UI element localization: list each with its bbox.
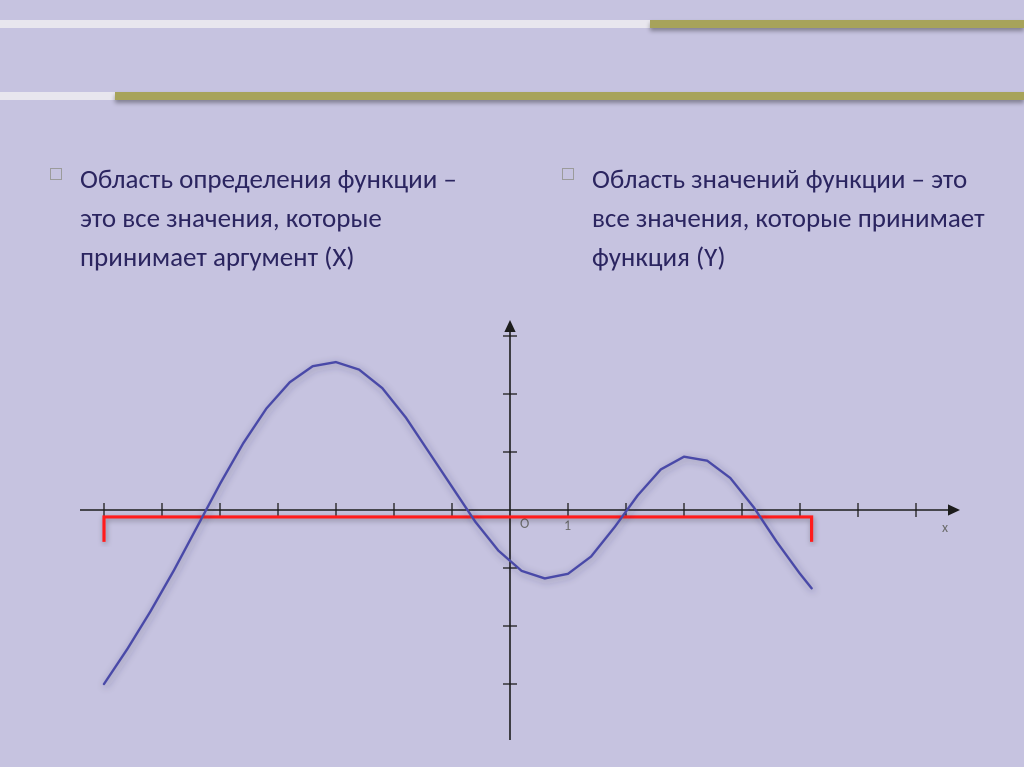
function-chart: O1x (80, 320, 960, 740)
function-curve (104, 362, 812, 684)
accent-rule-segment (650, 20, 1024, 28)
accent-rule (0, 20, 1024, 28)
x-unit-label: 1 (564, 517, 571, 534)
accent-rule (0, 92, 1024, 100)
bullet-icon (562, 168, 574, 180)
bullet-icon (50, 168, 62, 180)
definition-domain: Область определения функции – это все зн… (0, 160, 512, 277)
definitions-row: Область определения функции – это все зн… (0, 160, 1024, 277)
accent-rule-segment (0, 92, 115, 100)
accent-rule-segment (115, 92, 1024, 100)
domain-marker (104, 517, 812, 542)
x-axis-arrow-icon (948, 504, 960, 515)
x-axis-label: x (942, 519, 948, 536)
definition-domain-text: Область определения функции – это все зн… (80, 160, 482, 277)
definition-range: Область значений функции – это все значе… (512, 160, 1024, 277)
y-axis-arrow-icon (504, 320, 515, 332)
definition-range-text: Область значений функции – это все значе… (592, 160, 994, 277)
accent-rule-segment (0, 20, 650, 28)
